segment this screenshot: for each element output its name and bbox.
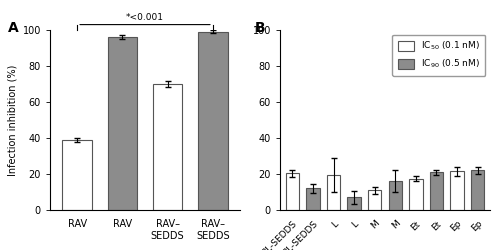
Bar (198, 32, 228, 210)
Bar (430, 172, 443, 210)
Bar (306, 188, 320, 210)
Text: *<0.001: *<0.001 (126, 13, 164, 22)
Bar (409, 178, 422, 210)
Bar (62, 140, 92, 210)
Bar (286, 173, 299, 210)
Bar (108, 37, 137, 210)
Bar (471, 170, 484, 210)
Bar (327, 175, 340, 210)
Bar (388, 181, 402, 210)
Bar (348, 198, 361, 210)
Bar (153, 84, 182, 210)
Bar (368, 190, 382, 210)
Bar (450, 171, 464, 210)
Y-axis label: Infection inhibition (%): Infection inhibition (%) (7, 64, 17, 176)
Legend: IC$_{50}$ (0.1 nM), IC$_{90}$ (0.5 nM): IC$_{50}$ (0.1 nM), IC$_{90}$ (0.5 nM) (392, 34, 486, 76)
Text: A: A (8, 21, 19, 35)
Text: B: B (255, 21, 266, 35)
